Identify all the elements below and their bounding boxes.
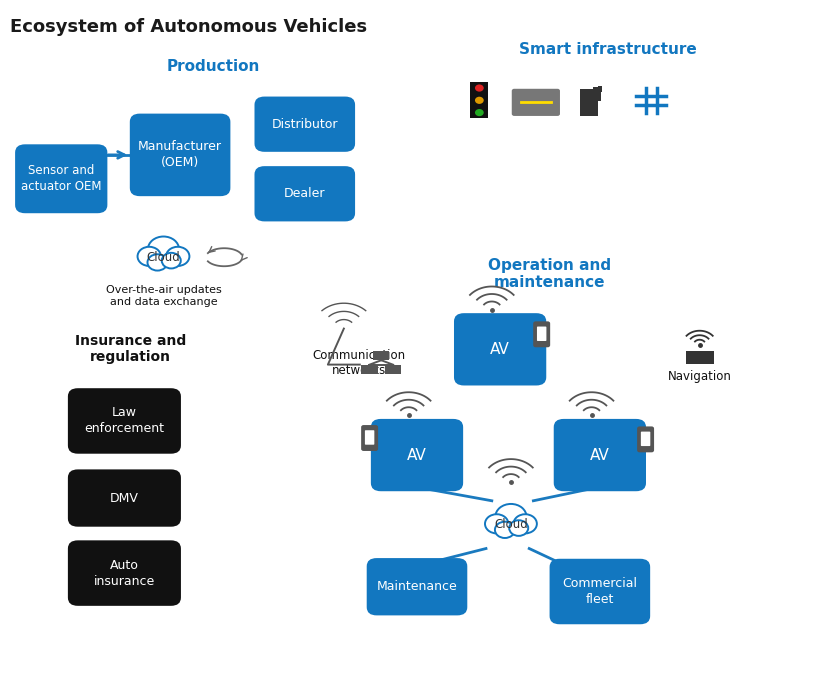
Text: AV: AV [407, 447, 427, 462]
Circle shape [148, 236, 179, 262]
Bar [385, 364, 401, 374]
FancyBboxPatch shape [550, 559, 651, 624]
Text: Cloud: Cloud [494, 518, 528, 531]
FancyBboxPatch shape [641, 432, 651, 446]
FancyBboxPatch shape [130, 114, 230, 196]
Circle shape [514, 514, 537, 534]
Bar [373, 351, 389, 360]
FancyBboxPatch shape [554, 419, 646, 491]
Text: Manufacturer
(OEM): Manufacturer (OEM) [138, 140, 222, 169]
FancyBboxPatch shape [254, 97, 355, 152]
Circle shape [148, 254, 168, 271]
Bar [580, 89, 598, 116]
Text: Production: Production [167, 59, 260, 74]
Text: Ecosystem of Autonomous Vehicles: Ecosystem of Autonomous Vehicles [10, 18, 367, 36]
FancyBboxPatch shape [371, 419, 463, 491]
FancyBboxPatch shape [533, 321, 550, 347]
Circle shape [495, 504, 526, 530]
Text: Law
enforcement: Law enforcement [84, 406, 164, 436]
Bar [598, 86, 601, 92]
Text: Dealer: Dealer [284, 187, 325, 200]
FancyBboxPatch shape [365, 430, 374, 445]
Text: Over-the-air updates
and data exchange: Over-the-air updates and data exchange [106, 286, 221, 307]
FancyBboxPatch shape [537, 327, 546, 341]
FancyBboxPatch shape [68, 469, 181, 527]
Circle shape [475, 84, 484, 92]
Text: Smart infrastructure: Smart infrastructure [520, 42, 697, 57]
Bar [686, 351, 714, 364]
Circle shape [166, 247, 189, 266]
Circle shape [138, 247, 161, 266]
Circle shape [475, 97, 484, 104]
Text: Cloud: Cloud [147, 251, 180, 264]
Circle shape [475, 109, 484, 116]
Bar [470, 82, 489, 119]
FancyBboxPatch shape [454, 313, 546, 386]
Circle shape [485, 514, 509, 534]
FancyBboxPatch shape [512, 89, 560, 116]
FancyBboxPatch shape [68, 388, 181, 453]
Text: Insurance and
regulation: Insurance and regulation [74, 334, 186, 364]
Text: Distributor: Distributor [272, 118, 338, 131]
Circle shape [495, 522, 515, 538]
Bar [593, 88, 600, 101]
FancyBboxPatch shape [254, 166, 355, 221]
Bar [361, 364, 378, 374]
Text: DMV: DMV [110, 492, 138, 505]
Text: Commercial
fleet: Commercial fleet [562, 577, 637, 606]
Text: Sensor and
actuator OEM: Sensor and actuator OEM [21, 164, 102, 193]
Circle shape [162, 253, 181, 269]
Text: AV: AV [490, 342, 510, 357]
Text: Auto
insurance: Auto insurance [93, 558, 155, 588]
Text: Operation and
maintenance: Operation and maintenance [489, 258, 611, 290]
FancyBboxPatch shape [68, 540, 181, 606]
FancyBboxPatch shape [637, 427, 654, 452]
FancyBboxPatch shape [367, 558, 467, 615]
Circle shape [510, 521, 528, 536]
FancyBboxPatch shape [361, 425, 378, 451]
Text: Communication
networks: Communication networks [312, 349, 405, 377]
Text: Navigation: Navigation [668, 370, 731, 383]
Text: Maintenance: Maintenance [377, 580, 457, 593]
Text: AV: AV [590, 447, 610, 462]
FancyBboxPatch shape [15, 145, 108, 213]
